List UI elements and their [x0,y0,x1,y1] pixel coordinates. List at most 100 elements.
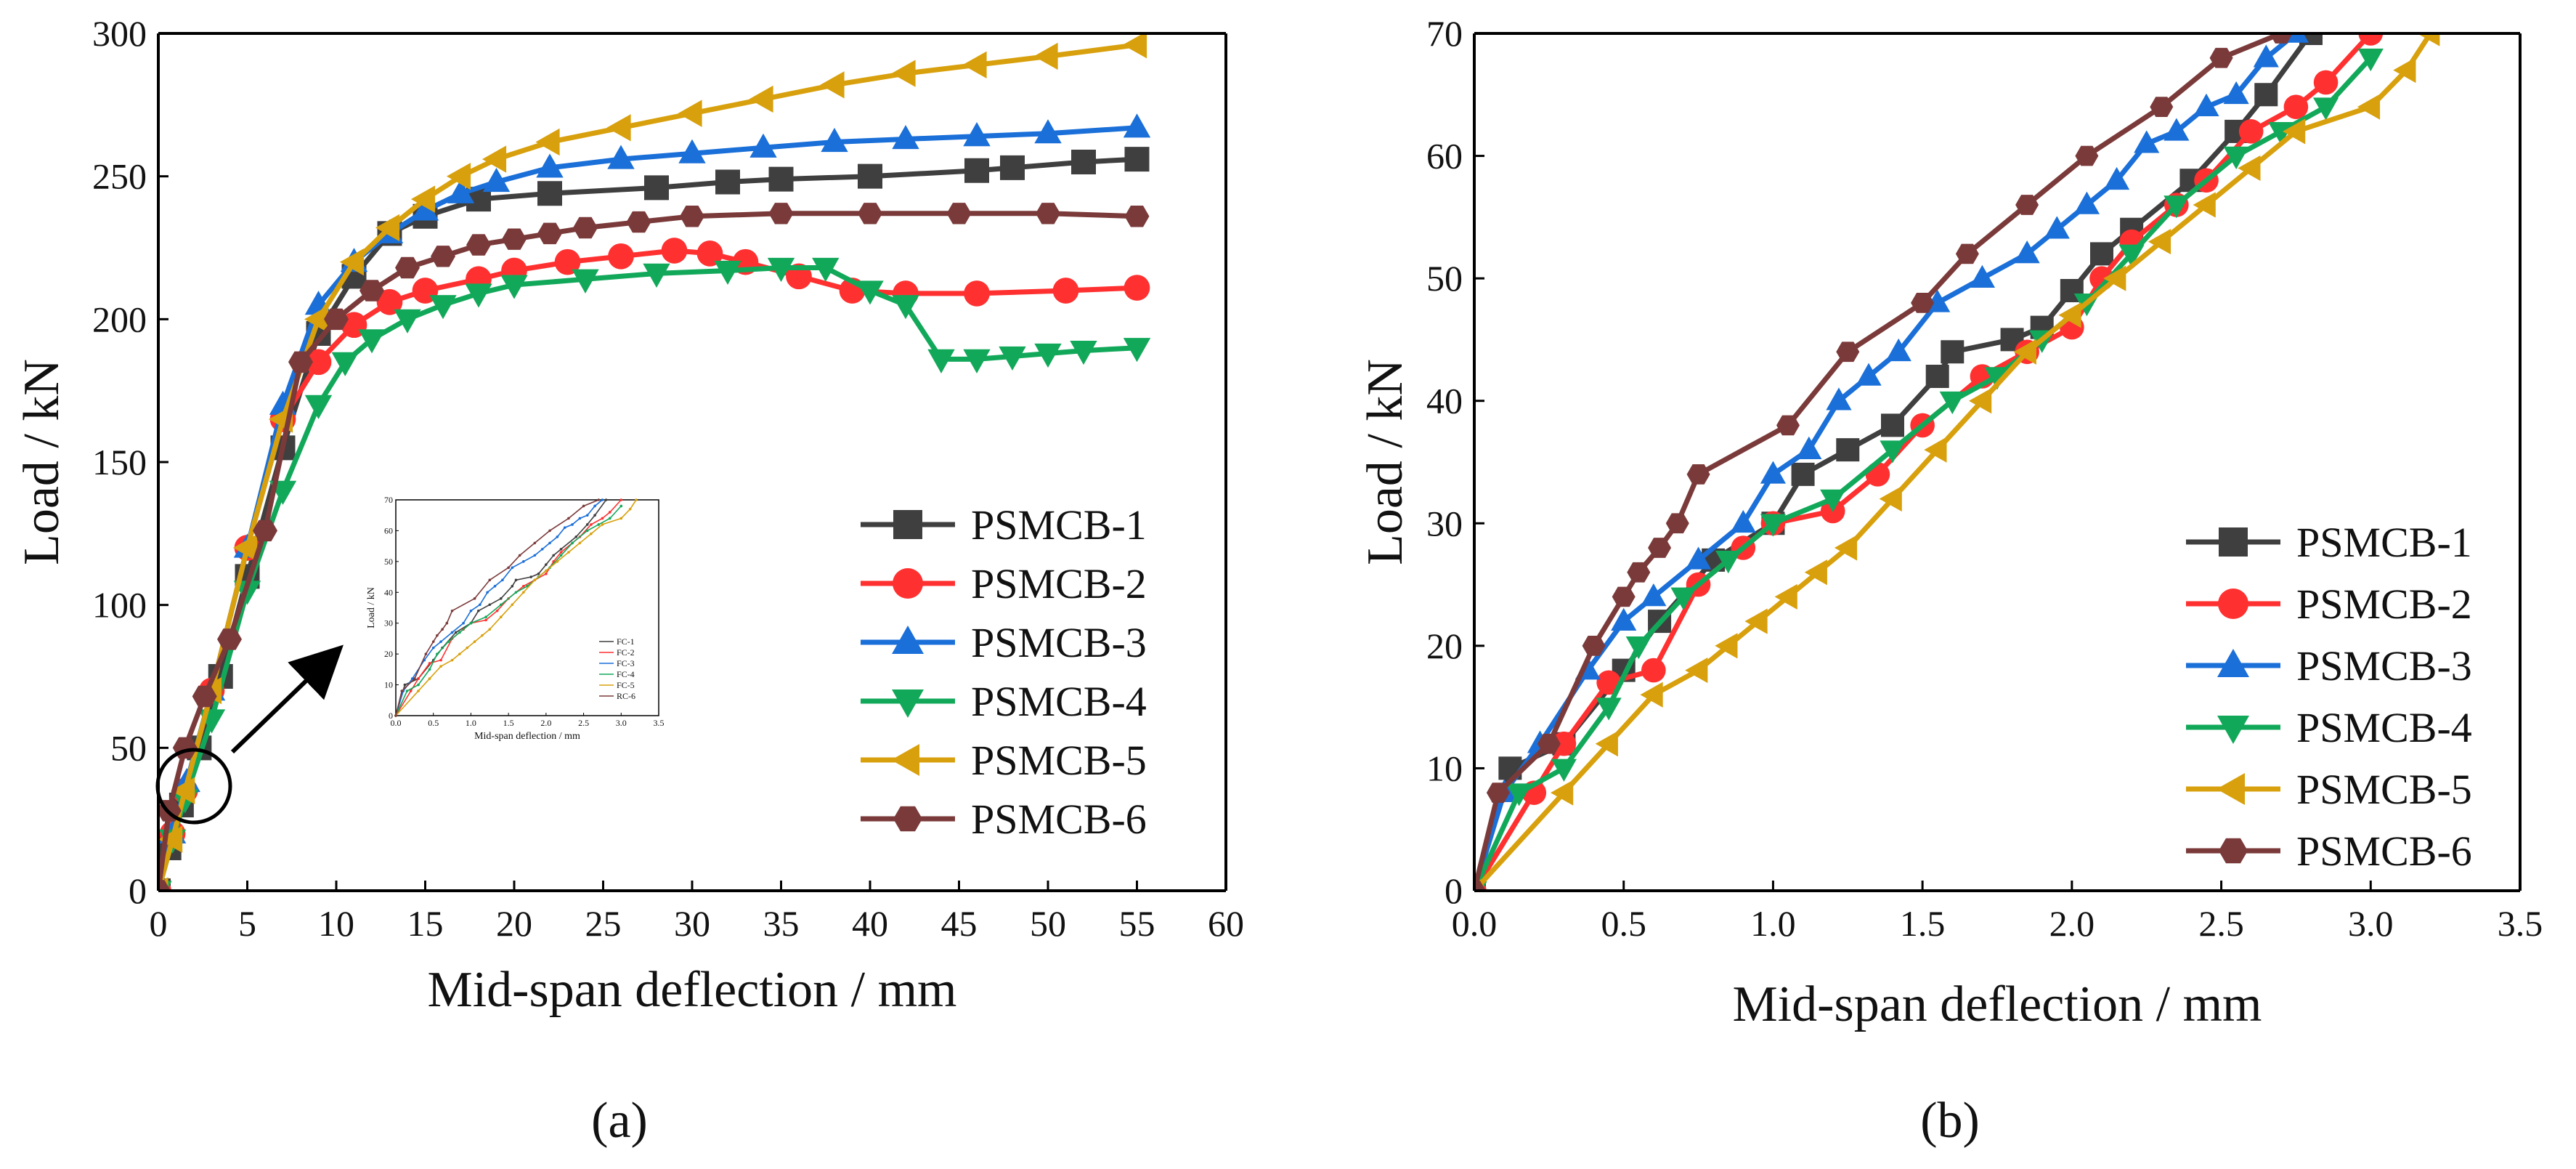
panel-b-point-psmcb-6 [2150,97,2174,117]
inset-point-fc-1 [545,563,548,566]
panel-a-legend-item-psmcb-4: PSMCB-4 [861,678,1147,725]
panel-b-point-psmcb-5 [2393,57,2416,84]
panel-a-y-tick-label: 200 [92,299,147,339]
panel-a-point-psmcb-5 [304,305,329,333]
panel-a-legend-label: PSMCB-4 [971,678,1147,725]
panel-a-x-tick-label: 20 [496,903,532,944]
panel-a-legend: PSMCB-1 PSMCB-2 PSMCB-3 PSMCB-4 PSMCB-5 PSMCB… [861,501,1147,843]
panel-b-legend-label: PSMCB-3 [2296,642,2472,689]
inset-point-rc-6 [424,652,428,655]
inset-point-fc-5 [488,628,492,631]
inset-y-tick-label: 60 [384,525,393,535]
panel-a-point-psmcb-6 [1124,206,1150,227]
panel-b-point-psmcb-6 [2075,145,2099,166]
panel-a-x-tick-label: 30 [674,903,710,944]
inset-point-fc-4 [484,615,487,619]
panel-a-point-psmcb-6 [1036,203,1060,225]
panel-b-series-psmcb-4 [1474,48,2384,891]
panel-a-x-axis-title: Mid-span deflection / mm [427,962,956,1018]
inset-point-fc-1 [403,683,407,687]
panel-a-point-psmcb-6 [573,217,598,239]
inset-point-fc-4 [417,683,420,687]
panel-a-point-psmcb-5 [339,248,365,276]
inset-line-rc-6 [395,499,599,716]
panel-a-point-psmcb-4 [767,257,795,283]
panel-a-origin-highlight-circle [155,748,232,825]
panel-b-point-psmcb-5 [2058,302,2081,328]
panel-b-legend-label: PSMCB-5 [2296,766,2472,813]
panel-a-point-psmcb-3 [482,167,511,193]
inset-point-fc-3 [450,631,454,634]
inset-point-rc-6 [450,609,454,612]
inset-point-fc-3 [593,504,596,508]
panel-a-point-psmcb-4 [1070,341,1097,365]
inset-point-fc-3 [585,514,589,517]
panel-a-point-psmcb-1 [537,181,562,206]
panel-a-x-tick-label: 50 [1030,903,1066,944]
panel-b-point-psmcb-4 [1670,587,1697,610]
panel-a-point-psmcb-1 [466,187,491,212]
panel-b-point-psmcb-3 [1826,387,1852,410]
panel-a-axes: 0 5 10 15 20 25 30 35 40 45 50 55 600501001502002503… [92,13,1244,944]
inset-legend-label: FC-4 [617,669,635,679]
panel-a-point-psmcb-6 [324,308,349,331]
panel-b-x-tick-label: 2.0 [2049,903,2095,944]
inset-point-fc-2 [439,658,442,662]
panel-b-point-psmcb-4 [2312,97,2339,121]
panel-a-point-psmcb-2 [1052,278,1079,304]
panel-a-point-psmcb-5 [410,185,436,213]
panel-b-point-psmcb-2 [1596,670,1621,695]
inset-point-fc-3 [571,523,574,526]
panel-a-legend-item-psmcb-6: PSMCB-6 [861,796,1147,843]
panel-b-point-psmcb-5 [1685,657,1708,684]
panel-a-point-psmcb-5 [962,51,987,78]
inset-point-fc-3 [486,591,489,594]
inset-point-fc-3 [556,535,559,538]
panel-b-legend-swatch-marker [2217,773,2245,805]
panel-a-point-psmcb-4 [856,280,884,305]
panel-a-x-tick-label: 15 [407,903,444,944]
panel-b-x-tick-label: 2.5 [2198,903,2244,944]
panel-b-point-psmcb-4 [2223,146,2249,169]
panel-b-y-tick-label: 60 [1426,136,1463,177]
panel-b-point-psmcb-3 [1685,546,1712,570]
inset-point-rc-6 [507,566,510,570]
inset-point-fc-2 [608,511,612,514]
panel-a-point-psmcb-5 [158,825,183,853]
inset-y-tick-label: 40 [384,587,393,597]
inset-point-fc-2 [484,618,487,622]
panel-b-y-axis-title: Load / kN [1357,359,1413,565]
inset-point-fc-2 [495,609,499,612]
panel-a-series-group [158,33,1151,891]
panel-b-legend-item-psmcb-2: PSMCB-2 [2186,581,2472,628]
panel-b-legend-swatch-marker [2217,649,2249,677]
inset-point-fc-3 [522,560,525,563]
panel-a-legend-label: PSMCB-5 [971,737,1147,784]
panel-b-point-psmcb-5 [2238,155,2261,182]
panel-a-point-psmcb-5 [749,85,773,113]
panel-b-x-tick-label: 0.5 [1601,903,1646,944]
inset-point-fc-1 [500,596,503,600]
panel-b-point-psmcb-4 [2118,244,2145,267]
panel-b-point-psmcb-2 [2313,70,2339,95]
panel-b-point-psmcb-6 [1686,464,1710,485]
panel-a-point-psmcb-5 [482,145,507,173]
inset-point-fc-2 [559,551,563,554]
inset-point-fc-4 [428,668,431,671]
panel-b-point-psmcb-4 [1760,514,1787,537]
panel-a-point-psmcb-4 [714,260,741,286]
panel-b-point-psmcb-4 [1625,636,1651,660]
panel-b-point-psmcb-3 [2134,130,2160,153]
inset-point-fc-1 [585,523,589,526]
inset-point-fc-3 [493,585,497,588]
inset-point-fc-1 [593,514,596,517]
panel-a-legend-label: PSMCB-1 [971,501,1147,549]
panel-a-point-psmcb-6 [466,234,491,256]
inset-point-rc-6 [567,517,570,520]
inset-y-tick-label: 20 [384,649,393,659]
panel-b-point-psmcb-5 [1924,437,1947,463]
panel-a-legend-swatch-marker [891,744,919,776]
inset-point-fc-4 [559,554,563,557]
inset-line-fc-4 [395,505,622,716]
